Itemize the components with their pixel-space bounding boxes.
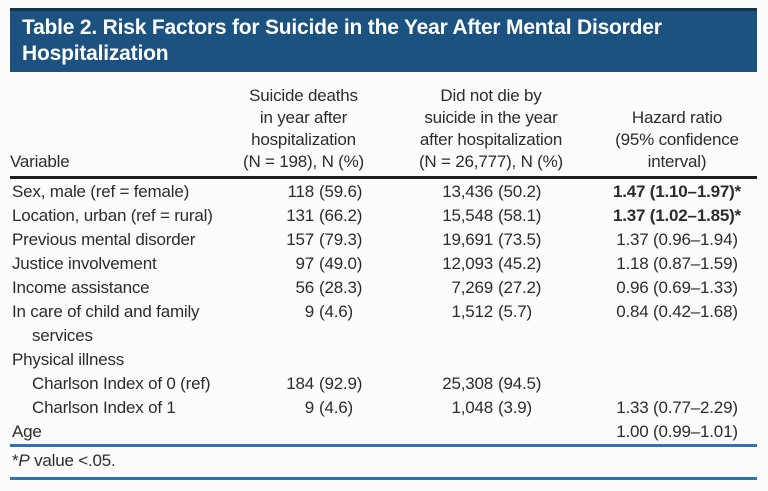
column-header-row: Variable Suicide deaths in year after ho… xyxy=(10,78,757,179)
table-row: Income assistance 56 (28.3) 7,269 (27.2) 0… xyxy=(10,276,757,300)
deaths-cell: 184 (92.9) xyxy=(237,372,370,396)
hazard-ratio-cell: 1.47 (1.10–1.97)* xyxy=(613,182,741,201)
column-header-hazard-ratio: Hazard ratio (95% confidence interval) xyxy=(615,108,739,171)
percent-value: (73.5) xyxy=(498,230,542,249)
percent-value: (49.0) xyxy=(319,254,363,273)
hazard-ratio-cell: 1.18 (0.87–1.59) xyxy=(616,254,738,273)
hazard-ratio-cell: 1.33 (0.77–2.29) xyxy=(616,398,738,417)
table-body: Sex, male (ref = female) 118 (59.6) 13,43… xyxy=(10,180,757,444)
percent-value: (92.9) xyxy=(319,374,363,393)
footnote-top-rule xyxy=(10,444,757,447)
table-row: Location, urban (ref = rural) 131 (66.2) … xyxy=(10,204,757,228)
no-deaths-cell: 25,308 (94.5) xyxy=(370,372,570,396)
no-deaths-cell: 15,548 (58.1) xyxy=(370,204,570,228)
no-deaths-cell: 12,093 (45.2) xyxy=(370,252,570,276)
count-value: 12,093 xyxy=(442,254,493,273)
row-label: Physical illness xyxy=(12,350,125,369)
no-deaths-cell: 7,269 (27.2) xyxy=(370,276,570,300)
count-value: 131 xyxy=(286,206,314,225)
hazard-ratio-cell: 1.37 (1.02–1.85)* xyxy=(613,206,741,225)
table-row: Previous mental disorder 157 (79.3) 19,69… xyxy=(10,228,757,252)
row-label: Sex, male (ref = female) xyxy=(12,182,190,201)
footnote-text: value <.05. xyxy=(29,451,116,470)
row-label: Charlson Index of 1 xyxy=(32,398,176,417)
percent-value: (50.2) xyxy=(498,182,542,201)
deaths-cell: 118 (59.6) xyxy=(237,180,370,204)
table-title: Table 2. Risk Factors for Suicide in the… xyxy=(22,16,662,65)
table-row: Justice involvement 97 (49.0) 12,093 (45.2… xyxy=(10,252,757,276)
table-row: Charlson Index of 0 (ref) 184 (92.9) 25,3… xyxy=(10,372,757,396)
count-value: 157 xyxy=(286,230,314,249)
percent-value: (58.1) xyxy=(498,206,542,225)
percent-value: (4.6) xyxy=(319,302,353,321)
deaths-cell: 56 (28.3) xyxy=(237,276,370,300)
count-value: 7,269 xyxy=(451,278,493,297)
hazard-ratio-cell: 0.84 (0.42–1.68) xyxy=(616,302,738,321)
no-deaths-cell: 13,436 (50.2) xyxy=(370,180,570,204)
deaths-cell: 131 (66.2) xyxy=(237,204,370,228)
row-label: Age xyxy=(12,422,42,441)
count-value: 1,512 xyxy=(451,302,493,321)
row-label: Previous mental disorder xyxy=(12,230,196,249)
count-value: 13,436 xyxy=(442,182,493,201)
footnote-p-italic: P xyxy=(18,451,30,470)
hazard-ratio-cell: 1.00 (0.99–1.01) xyxy=(616,422,738,441)
count-value: 15,548 xyxy=(442,206,493,225)
row-label: Charlson Index of 0 (ref) xyxy=(32,374,211,393)
no-deaths-cell: 19,691 (73.5) xyxy=(370,228,570,252)
percent-value: (45.2) xyxy=(498,254,542,273)
row-label: In care of child and family services xyxy=(12,302,200,345)
table-row: Age 1.00 (0.99–1.01) xyxy=(10,420,757,444)
no-deaths-cell: 1,512 (5.7) xyxy=(370,300,570,324)
percent-value: (27.2) xyxy=(498,278,542,297)
deaths-cell: 9 (4.6) xyxy=(237,396,370,420)
count-value: 25,308 xyxy=(442,374,493,393)
footnote: *P value <.05. xyxy=(12,450,116,472)
count-value: 118 xyxy=(287,182,314,201)
row-label: Location, urban (ref = rural) xyxy=(12,206,213,225)
table-row: Sex, male (ref = female) 118 (59.6) 13,43… xyxy=(10,180,757,204)
count-value: 184 xyxy=(286,374,314,393)
row-label: Income assistance xyxy=(12,278,150,297)
percent-value: (5.7) xyxy=(498,302,532,321)
percent-value: (4.6) xyxy=(319,398,353,417)
hazard-ratio-cell: 1.37 (0.96–1.94) xyxy=(616,230,738,249)
deaths-cell: 9 (4.6) xyxy=(237,300,370,324)
column-header-variable: Variable xyxy=(10,152,70,171)
count-value: 9 xyxy=(304,302,314,321)
table-title-band: Table 2. Risk Factors for Suicide in the… xyxy=(10,8,757,72)
percent-value: (3.9) xyxy=(498,398,532,417)
percent-value: (28.3) xyxy=(319,278,363,297)
percent-value: (94.5) xyxy=(498,374,542,393)
column-header-did-not-die: Did not die by suicide in the year after… xyxy=(418,86,564,171)
percent-value: (79.3) xyxy=(319,230,363,249)
percent-value: (59.6) xyxy=(319,182,363,201)
deaths-cell: 157 (79.3) xyxy=(237,228,370,252)
table-row: In care of child and family services 9 (4… xyxy=(10,300,757,348)
table-row: Charlson Index of 1 9 (4.6) 1,048 (3.9) 1.… xyxy=(10,396,757,420)
count-value: 56 xyxy=(295,278,314,297)
hazard-ratio-cell: 0.96 (0.69–1.33) xyxy=(616,278,738,297)
table-bottom-rule xyxy=(10,477,757,480)
no-deaths-cell: 1,048 (3.9) xyxy=(370,396,570,420)
count-value: 19,691 xyxy=(442,230,493,249)
table-row: Physical illness xyxy=(10,348,757,372)
percent-value: (66.2) xyxy=(319,206,363,225)
footnote-star: * xyxy=(12,451,19,470)
count-value: 97 xyxy=(295,254,314,273)
deaths-cell: 97 (49.0) xyxy=(237,252,370,276)
count-value: 1,048 xyxy=(451,398,493,417)
column-header-suicide-deaths: Suicide deaths in year after hospitaliza… xyxy=(242,86,365,171)
count-value: 9 xyxy=(304,398,314,417)
row-label: Justice involvement xyxy=(12,254,157,273)
